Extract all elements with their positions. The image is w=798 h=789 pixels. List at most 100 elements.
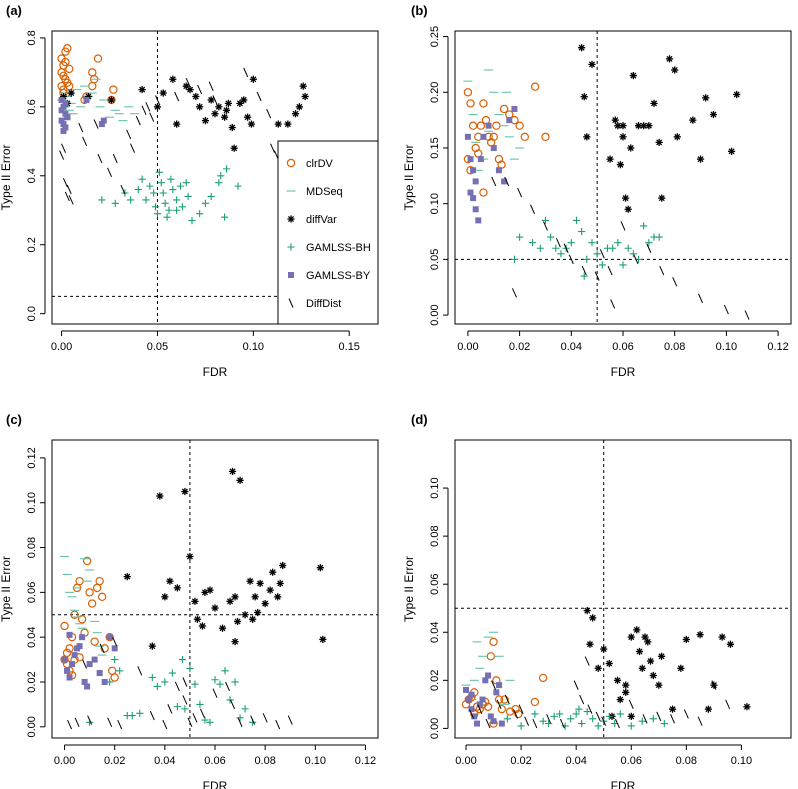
panel-b-point-gamlss-bh — [541, 216, 550, 224]
panel-b-point-gamlss-bh — [655, 233, 663, 241]
panel-c-point-gamlss-bh — [186, 664, 194, 673]
panel-a-point-diffvar — [301, 92, 309, 101]
panel-d-point-diffdist — [711, 680, 717, 690]
panel-c-point-diffvar — [231, 593, 239, 601]
panel-d-point-gamlss-by — [471, 713, 478, 720]
panel-b-point-clrdv — [530, 82, 540, 91]
panel-d-point-gamlss-bh — [638, 717, 646, 725]
panel-b-point-diffvar — [733, 90, 741, 99]
panel-b-point-gamlss-by — [472, 178, 479, 185]
panel-d-point-diffvar — [633, 626, 641, 634]
panel-a-point-gamlss-bh — [234, 182, 242, 190]
panel-b-point-diffvar — [611, 116, 619, 124]
panel-d-point-gamlss-bh — [556, 710, 564, 718]
panel-b-point-gamlss-bh — [547, 233, 555, 241]
panel-d-point-clrdv — [497, 704, 507, 714]
panel-a-point-gamlss-by — [60, 127, 67, 134]
panel-a-point-diffdist — [212, 95, 218, 105]
panel-a-series-gamlss-bh — [98, 165, 242, 225]
panel-b-y-tick-label: 0.05 — [429, 249, 441, 270]
panel-b-point-gamlss-by — [490, 144, 497, 151]
panel-b-point-clrdv — [481, 115, 491, 125]
panel-c-points — [60, 467, 327, 730]
panel-a-x-tick-label: 0.15 — [339, 341, 360, 353]
panel-a-point-diffdist — [82, 136, 88, 147]
panel-a-point-clrdv — [61, 57, 70, 67]
panel-b-point-gamlss-by — [485, 122, 492, 129]
panel-c-point-diffvar — [123, 573, 131, 581]
panel-d-point-diffdist — [587, 704, 593, 714]
panel-b-point-clrdv — [479, 99, 488, 108]
panel-c-x-tick-label: 0.06 — [204, 755, 225, 767]
panel-d-point-diffdist — [670, 714, 676, 724]
panel-a-point-diffdist — [155, 95, 160, 105]
panel-d-point-diffvar — [635, 647, 644, 656]
panel-b-point-gamlss-bh — [629, 250, 637, 258]
panel-d-point-gamlss-bh — [583, 707, 591, 716]
panel-c-point-clrdv — [92, 583, 102, 593]
panel-d-point-diffvar — [657, 652, 666, 660]
panel-c-point-diffvar — [156, 492, 164, 500]
panel-a-point-diffvar — [228, 123, 236, 132]
panel-b-point-diffdist — [599, 249, 605, 259]
panel-d-point-gamlss-by — [482, 677, 489, 684]
panel-c-point-gamlss-bh — [221, 667, 229, 675]
panel-a-y-axis: 0.0 0.2 0.4 0.6 0.8 Type II Error — [0, 30, 46, 321]
panel-d-point-diffvar — [668, 705, 677, 713]
panel-d-x-tick-label: 0.02 — [510, 755, 531, 767]
panel-a-point-diffdist — [107, 167, 112, 178]
panel-b-point-gamlss-bh — [528, 239, 537, 247]
panel-c-point-clrdv — [110, 673, 119, 682]
panel-b-point-gamlss-by — [506, 117, 513, 124]
panel-d-point-diffdist — [496, 699, 502, 710]
panel-c-point-diffdist — [87, 715, 93, 725]
panel-b-point-diffvar — [578, 44, 586, 52]
panel-c-x-axis: 0.00 0.02 0.04 0.06 0.08 0.10 0.12 FDR — [54, 744, 376, 789]
panel-a-point-diffvar — [153, 103, 162, 111]
panel-d-point-gamlss-by — [474, 720, 481, 727]
panel-a-point-clrdv — [63, 44, 72, 53]
panel-b-point-gamlss-bh — [593, 250, 601, 258]
legend-entry-diffdist: DiffDist — [288, 298, 341, 310]
legend-entry-clrdv: clrDV — [286, 158, 334, 170]
panel-a-point-gamlss-bh — [153, 210, 162, 218]
panel-b-point-gamlss-bh — [567, 239, 575, 247]
panel-b-point-clrdv — [479, 188, 488, 197]
panel-c-x-axis-title: FDR — [203, 779, 228, 789]
panel-a-point-diffdist — [185, 78, 191, 88]
panel-b-point-gamlss-bh — [580, 272, 588, 280]
panel-c-point-diffvar — [266, 586, 274, 594]
panel-b-x-tick-label: 0.12 — [767, 341, 788, 353]
panel-d-point-gamlss-bh — [567, 715, 575, 723]
panel-d-label: (d) — [411, 412, 428, 427]
panel-a-series-mdseq — [57, 78, 139, 122]
panel-a-point-diffvar — [107, 96, 116, 104]
panel-c-y-tick-label: 0.02 — [26, 671, 38, 692]
panel-d-point-clrdv — [486, 652, 496, 661]
panel-b-x-tick-label: 0.10 — [716, 341, 737, 353]
panel-a-point-diffdist — [62, 177, 68, 188]
panel-a-point-diffdist — [135, 115, 141, 126]
panel-d-point-gamlss-by — [476, 701, 483, 708]
panel-a-point-gamlss-bh — [138, 175, 146, 183]
panel-c-point-gamlss-bh — [196, 700, 204, 708]
panel-c-point-gamlss-bh — [178, 655, 186, 664]
panel-c-point-gamlss-by — [84, 683, 91, 690]
panel-a-point-diffdist — [130, 143, 135, 153]
panel-b-y-tick-label: 0.00 — [429, 304, 441, 325]
panel-b-point-diffvar — [629, 71, 637, 80]
panel-c-point-diffdist — [192, 713, 198, 723]
panel-a-point-diffdist — [93, 119, 99, 129]
panel-d-plot-frame — [454, 439, 792, 739]
panel-c-point-diffvar — [191, 597, 199, 605]
panel-d-point-diffdist — [697, 716, 703, 726]
panel-d-series-gamlss-bh — [503, 705, 668, 730]
panel-d-x-axis: 0.00 0.02 0.04 0.06 0.08 0.10 FDR — [455, 744, 752, 789]
panel-a-point-diffdist — [149, 112, 155, 122]
panel-c-x-tick-label: 0.04 — [154, 755, 175, 767]
panel-d-point-diffvar — [641, 633, 649, 641]
panel-a-point-diffvar — [138, 86, 146, 94]
panel-d-point-gamlss-bh — [561, 722, 569, 730]
panel-d-point-clrdv — [514, 709, 523, 719]
panel-b-point-clrdv — [541, 132, 550, 142]
